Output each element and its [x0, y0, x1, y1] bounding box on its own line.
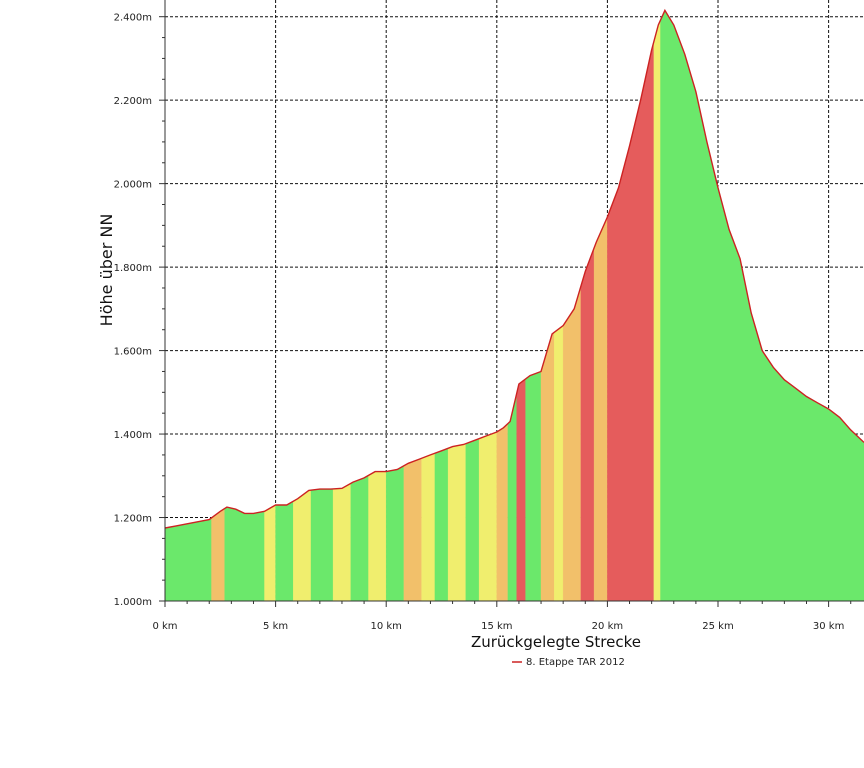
y-tick-label: 1.800m: [114, 263, 152, 274]
gradient-band: [164, 517, 212, 602]
x-tick-label: 15 km: [481, 621, 512, 632]
gradient-band: [447, 443, 466, 602]
y-tick-label: 2.400m: [114, 13, 152, 24]
tick-labels: 1.000m 1.200m 1.400m 1.600m 1.800m 2.000m 2.20…: [114, 13, 845, 632]
gradient-band: [434, 447, 449, 602]
elevation-line-layer: [164, 8, 864, 529]
x-tick-label: 5 km: [263, 621, 288, 632]
gradient-band: [496, 423, 509, 602]
gradient-band: [264, 504, 276, 602]
gradient-band: [465, 438, 480, 602]
y-tick-label: 2.200m: [114, 96, 152, 107]
gradient-band: [386, 465, 405, 602]
x-tick-label: 0 km: [152, 621, 177, 632]
y-tick-label: 1.200m: [114, 514, 152, 525]
gradient-band: [540, 331, 555, 602]
legend: 8. Etappe TAR 2012: [512, 657, 625, 668]
gradient-band: [350, 475, 369, 602]
gradient-band: [580, 247, 595, 602]
gradient-band: [593, 216, 608, 602]
x-tick-label: 10 km: [370, 621, 401, 632]
gradient-band: [293, 489, 312, 602]
legend-label: 8. Etappe TAR 2012: [526, 657, 625, 668]
gradient-band: [421, 453, 436, 602]
gradient-bands: [164, 9, 864, 602]
gradient-band: [332, 482, 351, 602]
y-tick-label: 2.000m: [114, 180, 152, 191]
y-tick-label: 1.400m: [114, 430, 152, 441]
gradient-band: [516, 378, 526, 602]
gradient-band: [310, 488, 334, 602]
gradient-band: [607, 41, 655, 602]
gradient-band: [660, 9, 864, 602]
axes: [159, 0, 864, 607]
gradient-band: [403, 458, 422, 602]
x-axis-title: Zurückgelegte Strecke: [471, 633, 641, 651]
y-tick-label: 1.000m: [114, 597, 152, 608]
y-axis-title: Höhe über NN: [97, 214, 116, 327]
x-tick-label: 25 km: [702, 621, 733, 632]
gradient-band: [275, 500, 294, 602]
y-tick-label: 1.600m: [114, 347, 152, 358]
gradient-band: [554, 325, 564, 602]
gradient-band: [211, 508, 225, 602]
x-tick-label: 30 km: [813, 621, 844, 632]
gradient-band: [563, 286, 582, 602]
x-tick-label: 20 km: [592, 621, 623, 632]
gradient-band: [507, 393, 517, 602]
gradient-band: [525, 371, 542, 602]
gradient-band: [653, 20, 661, 602]
gradient-band: [478, 431, 497, 602]
gradient-band: [368, 471, 387, 602]
gradient-band: [224, 506, 265, 602]
elevation-line: [164, 8, 864, 529]
